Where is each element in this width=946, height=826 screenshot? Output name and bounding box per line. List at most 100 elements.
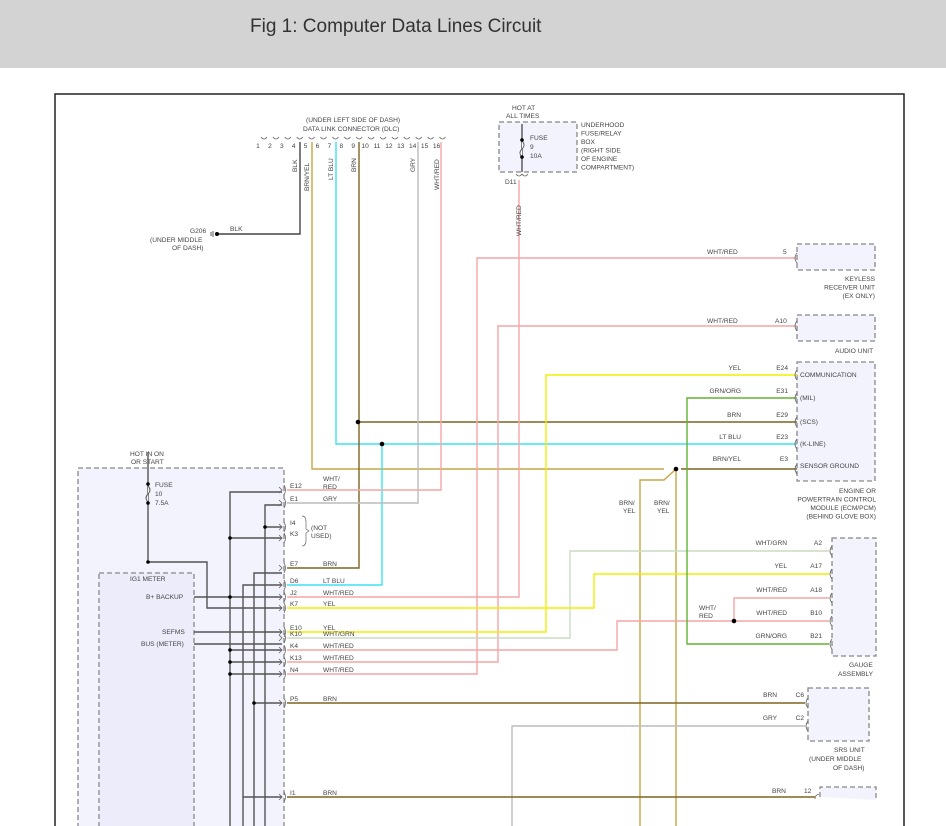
- dlc-pin-socket: [332, 136, 339, 140]
- ecm-pin-function: (MIL): [800, 395, 815, 402]
- ig1-pin-label: K13: [290, 655, 302, 662]
- wht-red-splice-label-1: WHT/: [699, 605, 716, 612]
- srs-pin-label: C6: [796, 692, 805, 699]
- ig1-connector-N4: [278, 668, 286, 680]
- ig1-connector-K4: [278, 644, 286, 656]
- not-used-brace: [301, 515, 310, 547]
- fuse-box-name-line: UNDERHOOD: [581, 122, 624, 129]
- wire-gry-e1: [287, 142, 419, 504]
- ig1-connector-K13: [278, 656, 286, 668]
- wire-lt-blu-d6: [287, 444, 383, 586]
- ig1-meter-box: [98, 572, 195, 826]
- keyless-name: KEYLESS RECEIVER UNIT(EX ONLY): [824, 276, 876, 300]
- ecm-pin-label: E29: [776, 412, 788, 419]
- dlc-wire-blk: BLK: [292, 159, 299, 172]
- b-backup-label: B+ BACKUP: [146, 594, 184, 601]
- dlc-wire-gry: GRY: [410, 157, 417, 172]
- fuse-box-name-line: FUSE/RELAY: [581, 131, 622, 138]
- ecm-pin-label: E23: [776, 434, 788, 441]
- wire-wht-red-n4: [287, 257, 797, 675]
- g206-label: G206: [190, 228, 206, 235]
- ecm-wire-label: GRN/ORG: [709, 388, 741, 395]
- brn-yel-label-a2: YEL: [623, 508, 636, 515]
- audio-unit-name: AUDIO UNIT: [835, 348, 873, 355]
- ecm-pin-label: E31: [776, 388, 788, 395]
- audio-socket: [794, 320, 798, 332]
- ig1-pin-label: N4: [290, 667, 299, 674]
- dlc-pin-16: 16: [433, 143, 441, 150]
- dlc-pin-12: 12: [385, 143, 393, 150]
- ig1-pin-label: E10: [290, 625, 302, 632]
- dlc-pin-15: 15: [421, 143, 429, 150]
- wire-wht-red-a18: [733, 597, 829, 621]
- gauge-socket: [829, 615, 833, 627]
- ig1-connector-P5: [278, 697, 286, 709]
- wire-brn-e7: [287, 142, 360, 569]
- connector-symbols: [260, 136, 833, 803]
- dlc-pin-socket: [272, 136, 280, 140]
- ig1-pin-label: D6: [290, 578, 299, 585]
- ig1-wire-label: BRN: [323, 696, 337, 703]
- ecm-pin-label: E24: [776, 365, 788, 372]
- wires: [147, 124, 829, 826]
- ecm-wire-label: YEL: [729, 365, 742, 372]
- ecm-socket: [794, 416, 798, 428]
- fuse-10-symbol: [145, 485, 151, 503]
- ig1-wire-label: WHT/RED: [323, 590, 354, 597]
- fuse-10-label: FUSE: [155, 482, 173, 489]
- fuse-9-symbol: [519, 140, 525, 158]
- dlc-pin-7: 7: [328, 143, 332, 150]
- ecm-pin-function: (K-LINE): [800, 441, 826, 448]
- ig1-meter-label: IG1 METER: [130, 576, 166, 583]
- keyless-name-line: (EX ONLY): [843, 293, 876, 300]
- ig1-connector-E12: [278, 484, 286, 496]
- srs-socket: [805, 697, 809, 709]
- dlc-pin-socket: [284, 136, 292, 140]
- fuse-box-name-line: OF ENGINE: [581, 156, 618, 163]
- keyless-pin-label: 5: [783, 249, 787, 256]
- wire-yel-k7: [287, 573, 829, 609]
- dlc-pin-8: 8: [339, 143, 343, 150]
- wire-internal-a: [229, 491, 282, 826]
- dlc-pin-5: 5: [304, 143, 308, 150]
- ig1-pin-label: I4: [290, 520, 296, 527]
- ecm-pin-function: SENSOR GROUND: [800, 463, 859, 470]
- gauge-wire-label: WHT/RED: [756, 587, 787, 594]
- ecm-socket: [794, 392, 798, 404]
- brn-yel-label-a1: BRN/: [619, 500, 635, 507]
- dlc-pin-socket: [439, 136, 446, 140]
- srs-pins: BRN C6 GRY C2: [763, 692, 804, 722]
- dlc-pin-socket: [379, 136, 387, 140]
- ig1-pins: E12 WHT/RED E1 GRY I4 K3 E7 BRN D6 LT BLU J2 WHT/RE…: [290, 476, 355, 797]
- ig1-connector-K10: [278, 632, 286, 644]
- ground-icon: [210, 231, 214, 237]
- gauge-wire-label: GRN/ORG: [755, 633, 787, 640]
- wire-internal-d: [264, 504, 282, 826]
- underhood-fuse-box: [498, 121, 578, 173]
- splice-dots: [146, 138, 737, 705]
- ig1-pin-label: E7: [290, 561, 298, 568]
- ig1-pin-label: I1: [290, 790, 296, 797]
- ig1-connector-E7: [278, 562, 286, 574]
- keyless-name-line: RECEIVER UNIT: [824, 285, 875, 292]
- ig1-pin-label: E12: [290, 483, 302, 490]
- dlc-wire-brn-yel: BRN/YEL: [304, 162, 311, 191]
- keyless-receiver-box: [796, 243, 876, 271]
- ecm-pin-label: E3: [780, 456, 788, 463]
- ecm-wire-label: LT BLU: [719, 434, 741, 441]
- dlc-pin-4: 4: [292, 143, 296, 150]
- dlc-pin-2: 2: [268, 143, 272, 150]
- gauge-name-1: GAUGE: [849, 662, 873, 669]
- g206-location-2: OF DASH): [172, 245, 204, 252]
- d11-socket: [515, 173, 529, 177]
- fuse-9-rating: 10A: [530, 153, 542, 160]
- brn-yel-label-b2: YEL: [657, 508, 670, 515]
- dlc-pin-socket: [296, 136, 304, 140]
- ig1-wire-label: YEL: [323, 625, 336, 632]
- ig1-wire-label: YEL: [323, 601, 336, 608]
- ig1-hot-2: OR START: [131, 459, 164, 466]
- ecm-socket: [794, 463, 798, 475]
- fuse-9-label: FUSE: [530, 135, 548, 142]
